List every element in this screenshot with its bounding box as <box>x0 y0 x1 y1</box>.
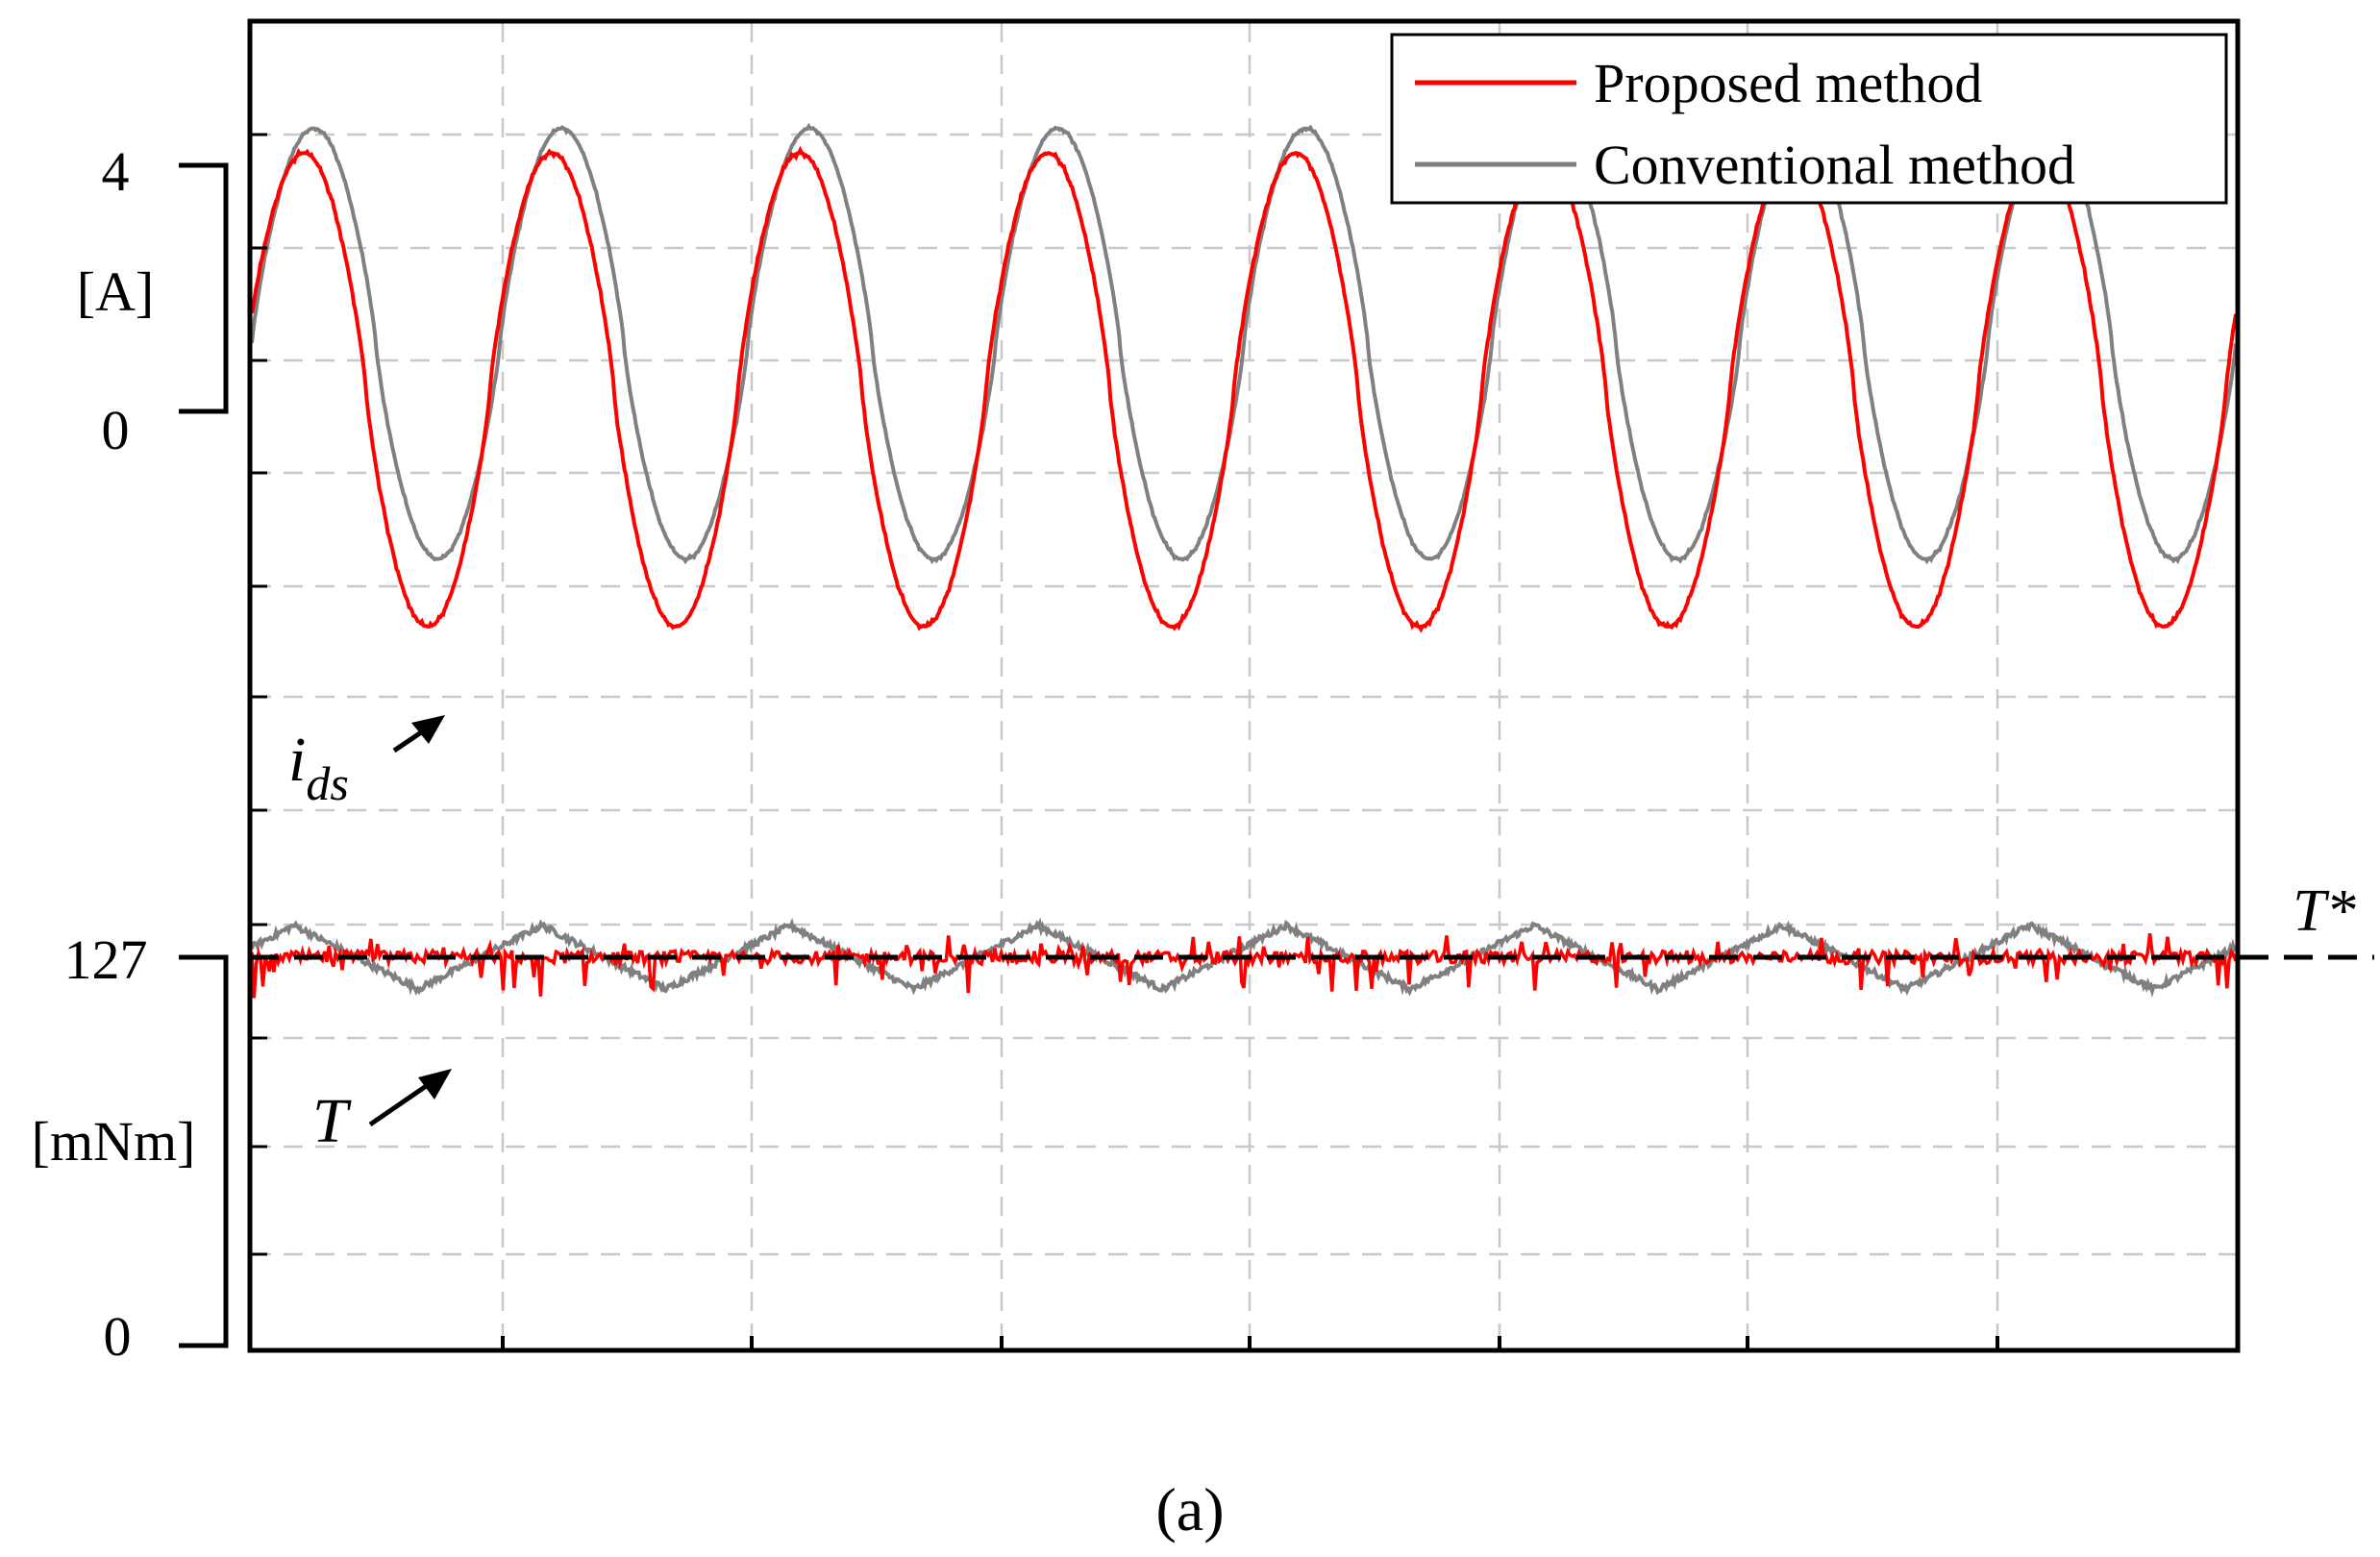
ids-annotation-subscript: ds <box>306 756 348 810</box>
torque-reference-annotation: T* <box>2293 878 2355 944</box>
torque-unit-label: [mNm] <box>32 1110 196 1173</box>
x-axis-ticks <box>501 1336 1999 1350</box>
legend: Proposed method Conventional method <box>1390 33 2228 205</box>
torque-trace-proposed <box>250 932 2238 999</box>
torque-arrow <box>368 1069 452 1127</box>
figure-caption: (a) <box>1155 1475 1224 1544</box>
legend-label-conventional: Conventional method <box>1594 134 2075 196</box>
torque-tick-bottom: 0 <box>104 1305 132 1368</box>
torque-trace-conventional <box>250 917 2237 999</box>
current-tick-top: 4 <box>102 140 130 203</box>
grid-lines <box>252 23 2236 1348</box>
torque-annotation: T <box>312 1086 352 1156</box>
plot-frame <box>247 18 2241 1353</box>
torque-tick-top: 127 <box>64 928 148 991</box>
ids-annotation: ids <box>288 725 349 810</box>
ids-annotation-symbol: i <box>288 725 306 795</box>
ids-arrow <box>392 715 445 754</box>
y-axis-minor-ticks <box>252 133 267 1256</box>
data-traces <box>250 122 2238 999</box>
torque-scale-bracket <box>179 954 229 1348</box>
current-tick-bottom: 0 <box>102 399 130 461</box>
legend-label-proposed: Proposed method <box>1594 52 1982 114</box>
current-unit-label: [A] <box>77 260 155 323</box>
current-trace-conventional <box>250 122 2238 565</box>
legend-box <box>1390 33 2228 205</box>
current-trace-proposed <box>250 145 2238 633</box>
current-scale-bracket <box>179 162 229 414</box>
